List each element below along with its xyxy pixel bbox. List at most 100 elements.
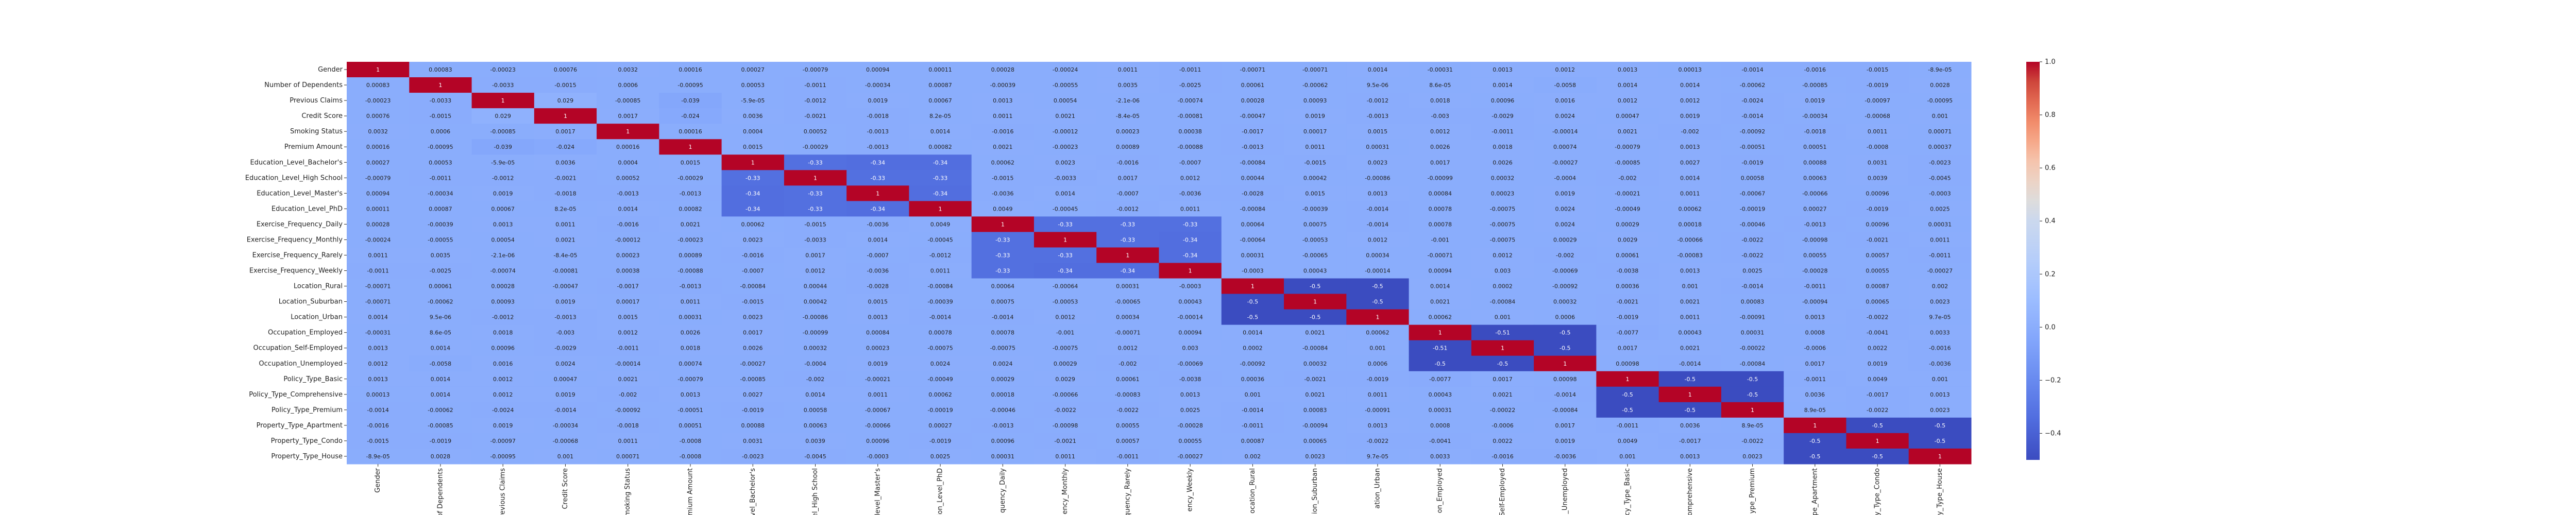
cell-value-label: 0.00047 [554,376,578,383]
cell-value-label: -0.00039 [1302,205,1328,212]
cell-value-label: 0.0023 [1305,453,1325,460]
cell-value-label: 0.0019 [493,190,513,197]
heatmap-cell [1221,216,1284,232]
heatmap-cell [1721,340,1784,356]
cell-value-label: 0.00096 [991,438,1015,444]
heatmap-cell [659,154,722,170]
heatmap-cell [1846,201,1909,217]
cell-value-label: -0.34 [1183,236,1197,243]
cell-value-label: 0.00023 [1491,190,1515,197]
cell-value-label: 0.00016 [616,144,640,150]
heatmap-cell [1346,355,1410,372]
heatmap-cell [1658,170,1722,186]
heatmap-cell [1658,294,1722,310]
cell-value-label: -0.0036 [1554,453,1576,460]
cell-value-label: -0.002 [1618,175,1636,181]
heatmap-cell [534,371,597,387]
heatmap-cell [971,417,1035,434]
cell-value-label: 0.003 [1182,345,1198,352]
cell-value-label: -0.34 [1058,268,1072,274]
cell-value-label: 0.00078 [1428,205,1452,212]
heatmap-cell [846,355,909,372]
heatmap-cell [1096,433,1159,449]
row-label: Education_Level_PhD [272,205,343,213]
cell-value-label: -0.0013 [554,314,576,321]
heatmap-cell [1596,355,1659,372]
cell-value-label: 0.0014 [1680,175,1700,181]
heatmap-cell [1284,386,1347,403]
cell-value-label: 0.00032 [1553,299,1577,305]
heatmap-cell [1033,371,1097,387]
heatmap-cell [1596,278,1659,295]
cell-value-label: -0.0011 [430,175,451,181]
heatmap-cell [1033,294,1097,310]
heatmap-cell [971,294,1035,310]
heatmap-cell [1471,62,1534,78]
cell-value-label: 0.0029 [1055,376,1075,383]
heatmap-cell [971,433,1035,449]
heatmap-cell [1159,355,1222,372]
cell-value-label: -0.00021 [1615,190,1640,197]
heatmap-cell [971,185,1035,201]
column-label: quency_Daily [999,468,1007,513]
cell-value-label: 0.0017 [1430,159,1450,166]
cell-value-label: 0.0014 [1680,82,1700,89]
heatmap-cell [1409,324,1472,341]
cell-value-label: -0.00023 [365,97,391,104]
row-label: Exercise_Frequency_Daily [257,220,343,228]
heatmap-cell [1658,124,1722,140]
heatmap-cell [971,402,1035,418]
heatmap-cell [1159,294,1222,310]
heatmap-cell [1221,278,1284,295]
cell-value-label: -0.00081 [1177,113,1202,119]
cell-value-label: 0.0014 [930,128,951,135]
cell-value-label: 0.0017 [1805,360,1825,367]
cell-value-label: -0.33 [808,159,822,166]
cell-value-label: 0.00044 [804,283,827,290]
heatmap-cell [971,324,1035,341]
cell-value-label: 0.0049 [1618,438,1638,444]
cell-value-label: 0.00027 [928,422,952,429]
row-label: Property_Type_House [271,453,343,460]
heatmap-cell [1096,139,1159,155]
cell-value-label: -0.00019 [1740,205,1765,212]
heatmap-cell [534,448,597,465]
cell-value-label: 0.0012 [1430,128,1450,135]
heatmap-cell [597,371,659,387]
cell-value-label: -0.00084 [1490,299,1515,305]
cell-value-label: 0.00088 [1803,159,1827,166]
heatmap-cell [1721,417,1784,434]
heatmap-cell [659,263,722,279]
cell-value-label: 1 [1063,236,1067,243]
heatmap-cell [1284,355,1347,372]
heatmap-cell [1033,417,1097,434]
cell-value-label: 0.00096 [866,438,890,444]
cell-value-label: -0.0014 [1554,391,1576,398]
heatmap-cell [1033,247,1097,263]
heatmap-cell [597,263,659,279]
cell-value-label: -0.0012 [1117,205,1139,212]
heatmap-cell [909,93,972,109]
heatmap-cell [347,93,410,109]
cell-value-label: 0.00078 [1428,221,1452,228]
cell-value-label: -2.1e-06 [1116,97,1140,104]
cell-value-label: 0.0036 [743,113,763,119]
cell-value-label: 0.00034 [1116,314,1140,321]
cell-value-label: 0.00083 [1303,407,1327,414]
cell-value-label: 0.0011 [993,113,1013,119]
cell-value-label: 1 [688,144,692,150]
heatmap-cell [846,185,909,201]
column-labels: Gender r of Dependents revious Claims Credi… [374,464,1944,515]
cell-value-label: 0.001 [1619,453,1636,460]
cell-value-label: -0.5 [1809,453,1820,460]
heatmap-cell [1284,77,1347,93]
heatmap-cell [534,62,597,78]
cell-value-label: 0.0024 [1555,221,1575,228]
cell-value-label: -0.0029 [1492,113,1513,119]
cell-value-label: -0.0036 [867,221,889,228]
heatmap-cell [1284,324,1347,341]
cell-value-label: 0.00074 [1553,144,1577,150]
cell-value-label: 0.0026 [1493,159,1513,166]
heatmap-cell [846,278,909,295]
cell-value-label: -0.0033 [804,236,826,243]
